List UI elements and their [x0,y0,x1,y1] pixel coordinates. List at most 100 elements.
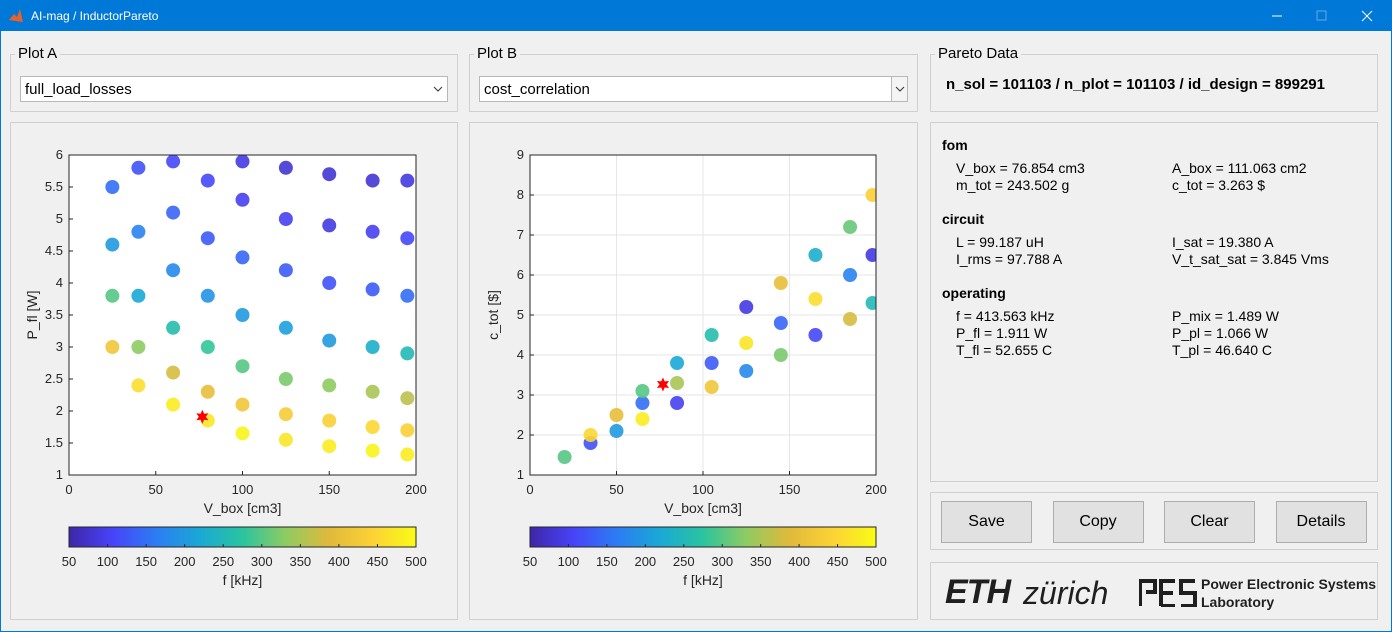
colorbar-tick-label: 450 [367,554,389,569]
selected-design [656,377,669,392]
scatter-point [609,408,624,422]
y-axis-label: P_fl [W] [24,290,40,339]
colorbar-tick-label: 350 [289,554,311,569]
button[interactable]: Clear [1164,501,1255,543]
plot-b-select[interactable]: cost_correlation [479,76,908,102]
chart: 0 50 100 150 200 1 1.5 2 2.5 3 3.5 4 4.5 5 5.5 6 V_box [… [24,147,427,588]
scatter-point [166,155,181,169]
scatter-point [166,205,181,220]
colorbar-tick-label: 100 [97,554,119,569]
y-tick-label: 9 [517,147,524,162]
y-tick-label: 3 [517,387,524,402]
scatter-point [166,397,181,412]
scatter-point [773,348,788,362]
y-tick-label: 5 [517,307,524,322]
scatter-point [131,160,146,175]
scatter-point [400,447,415,462]
scatter-point [322,167,337,182]
scatter-point [200,173,215,188]
colorbar-label: f [kHz] [683,572,723,588]
scatter-point [670,376,685,390]
plot-a-select[interactable]: full_load_losses [20,76,448,102]
dropdown-button[interactable] [891,77,907,101]
scatter-point [843,268,858,282]
title-bar: AI-mag / InductorPareto [0,0,1392,31]
y-tick-label: 4.5 [45,243,63,258]
colorbar-label: f [kHz] [223,572,263,588]
scatter-point [322,439,337,454]
chart: 0 50 100 150 200 1 2 3 4 5 6 7 8 9 V_box [cm3] c_tot [$… [485,147,887,588]
colorbar-tick-label: 250 [673,554,695,569]
scatter-point [235,155,250,169]
select-value: cost_correlation [484,81,590,98]
info-item: P_fl = 1.911 W [956,325,1048,341]
colorbar-tick-label: 500 [405,554,427,569]
scatter-point [808,292,823,306]
scatter-point [131,340,146,354]
scatter-point [609,424,624,438]
y-tick-label: 3 [56,339,63,354]
scatter-point [670,396,685,410]
scatter-point [773,276,788,290]
scatter-point [739,300,754,314]
button-panel: Save Copy Clear Details [930,492,1378,550]
pareto-summary: n_sol = 101103 / n_plot = 101103 / id_de… [946,76,1325,93]
button[interactable]: Details [1275,501,1367,543]
lab-name: Laboratory [1201,594,1275,610]
pareto-group: Pareto Data [930,45,1378,112]
x-tick-label: 200 [865,482,887,497]
scatter-point [278,372,293,386]
y-tick-label: 3.5 [45,307,63,322]
scatter-point [235,308,250,322]
window-controls[interactable] [1260,0,1392,31]
plot-b-panel: 0 50 100 150 200 1 2 3 4 5 6 7 8 9 V_box [cm3] c_tot [$… [469,122,918,620]
scatter-point [105,237,120,252]
colorbar-tick-label: 100 [558,554,580,569]
colorbar-tick-label: 250 [212,554,234,569]
x-tick-label: 100 [692,482,714,497]
plot-a-group: Plot A [10,45,458,112]
scatter-point [400,231,415,246]
y-tick-label: 4 [56,275,63,290]
axes-box [529,154,877,476]
scatter-point [865,188,876,202]
button[interactable]: Copy [1052,501,1144,543]
dropdown-arrow [433,86,443,92]
scatter-point [200,384,215,399]
scatter-point [131,224,146,239]
colorbar-tick-label: 200 [174,554,196,569]
x-axis-label: V_box [cm3] [664,500,742,516]
scatter-point [635,384,650,398]
scatter-point [739,336,754,350]
scatter-point [235,192,250,207]
scatter-point [105,288,120,303]
scatter-point [365,340,380,354]
scatter-point [365,282,380,297]
scatter-point [400,346,415,361]
scatter-point [200,288,215,303]
group-label: Pareto Data [935,45,1022,62]
y-tick-label: 4 [517,347,524,362]
eth-logo: ETH [945,573,1011,611]
scatter-point [322,333,337,348]
scatter-point [235,426,250,441]
scatter-point [105,340,120,354]
scatter-point [843,220,858,234]
y-tick-label: 1 [517,467,524,482]
scatter-point [200,231,215,246]
x-tick-label: 50 [609,482,623,497]
scatter-points [105,155,415,462]
info-item: I_sat = 19.380 A [1172,234,1274,250]
info-item: P_mix = 1.489 W [1172,308,1279,324]
y-tick-label: 7 [517,227,524,242]
y-tick-label: 2.5 [45,371,63,386]
scatter-point [400,391,415,406]
scatter-point [365,420,380,434]
button[interactable]: Save [941,501,1032,543]
scatter-point [704,356,719,370]
scatter-point [131,288,146,303]
scatter-point [200,340,215,354]
y-tick-label: 6 [56,147,63,162]
info-item: P_pl = 1.066 W [1172,325,1269,341]
